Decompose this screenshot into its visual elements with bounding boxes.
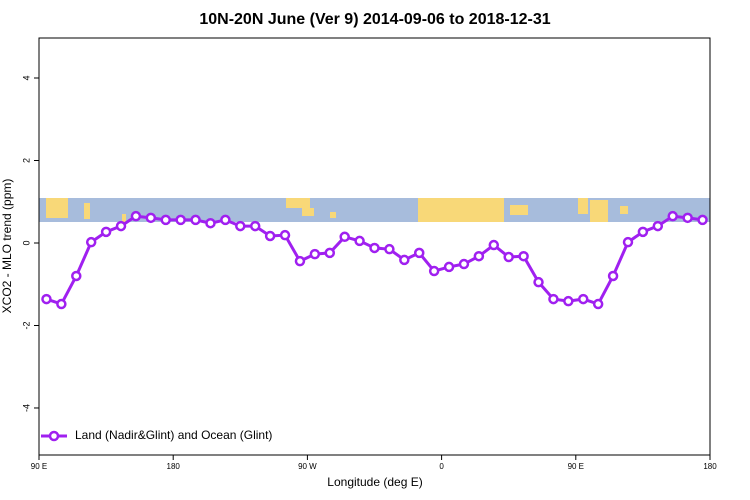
point	[235, 220, 246, 232]
point	[697, 214, 708, 226]
point	[682, 212, 693, 224]
point	[667, 210, 678, 222]
point	[294, 255, 306, 267]
chart-title: 10N-20N June (Ver 9) 2014-09-06 to 2018-…	[199, 11, 550, 28]
point	[100, 226, 112, 238]
point	[533, 276, 544, 288]
point	[160, 214, 171, 226]
point	[637, 226, 649, 238]
y-tick-label: 4	[21, 76, 31, 81]
point	[279, 229, 291, 241]
point	[115, 220, 127, 232]
legend: Land (Nadir&Glint) and Ocean (Glint)	[41, 428, 272, 442]
point	[41, 293, 52, 305]
point	[563, 295, 574, 307]
y-tick-label: 2	[21, 158, 31, 163]
point	[578, 293, 589, 305]
series-line	[45, 214, 703, 306]
legend-marker	[48, 430, 60, 442]
x-tick-label: 90 E	[568, 462, 584, 471]
x-axis-label: Longitude (deg E)	[327, 475, 422, 489]
point	[592, 298, 604, 310]
point	[622, 236, 634, 248]
point	[518, 250, 529, 262]
point	[607, 270, 619, 282]
point	[85, 236, 97, 248]
point	[220, 214, 231, 226]
y-tick-label: 0	[21, 240, 31, 245]
x-tick-label: 90 E	[31, 462, 47, 471]
legend-label: Land (Nadir&Glint) and Ocean (Glint)	[75, 428, 272, 442]
point	[548, 293, 559, 305]
point	[205, 217, 216, 229]
x-tick-label: 180	[167, 462, 181, 471]
point	[503, 251, 514, 263]
y-tick-label: -2	[21, 321, 31, 329]
plot-frame	[38, 37, 711, 456]
point	[190, 214, 201, 226]
point	[652, 220, 664, 232]
point	[488, 239, 500, 251]
point	[354, 235, 365, 247]
point	[413, 247, 425, 259]
point	[473, 250, 485, 262]
point	[71, 270, 82, 282]
point	[324, 247, 336, 259]
point	[145, 212, 157, 224]
point	[399, 254, 410, 266]
x-tick-label: 90 W	[298, 462, 317, 471]
point	[130, 210, 142, 222]
point	[175, 214, 186, 226]
point	[369, 242, 380, 254]
point	[264, 230, 276, 242]
point	[339, 231, 350, 243]
x-tick-label: 0	[439, 462, 444, 471]
point	[458, 258, 470, 270]
x-tick-label: 180	[703, 462, 717, 471]
point	[443, 261, 455, 273]
point	[428, 265, 440, 277]
point	[309, 248, 321, 260]
y-tick-label: -4	[21, 404, 31, 412]
point	[249, 220, 261, 232]
point	[384, 243, 395, 255]
y-axis-label: XCO2 - MLO trend (ppm)	[0, 179, 14, 314]
point	[56, 298, 67, 310]
